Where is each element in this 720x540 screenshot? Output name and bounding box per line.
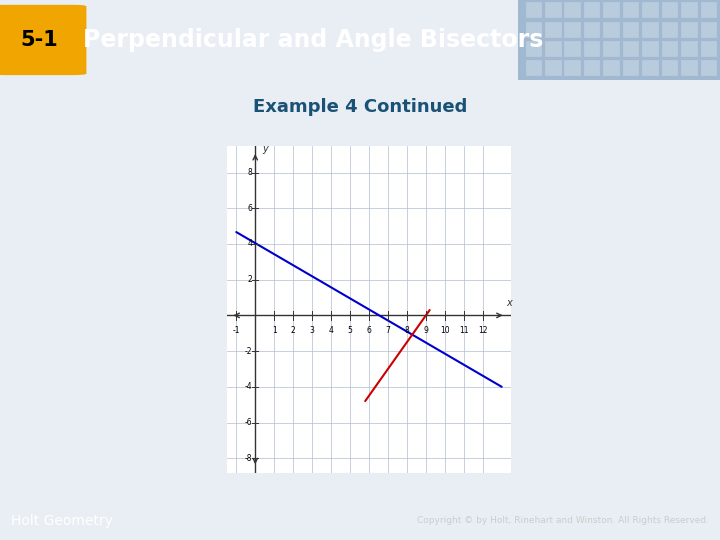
FancyBboxPatch shape [545, 40, 562, 57]
FancyBboxPatch shape [642, 22, 659, 38]
Text: 6: 6 [248, 204, 253, 213]
FancyBboxPatch shape [584, 40, 600, 57]
Text: 7: 7 [385, 326, 390, 335]
FancyBboxPatch shape [662, 22, 678, 38]
Text: -4: -4 [245, 382, 253, 392]
Text: x: x [506, 298, 512, 308]
FancyBboxPatch shape [623, 2, 639, 18]
FancyBboxPatch shape [584, 60, 600, 76]
FancyBboxPatch shape [584, 22, 600, 38]
Text: 8: 8 [248, 168, 253, 177]
FancyBboxPatch shape [681, 40, 698, 57]
Text: Example 4 Continued: Example 4 Continued [253, 98, 467, 116]
FancyBboxPatch shape [0, 5, 86, 75]
FancyBboxPatch shape [518, 0, 720, 80]
FancyBboxPatch shape [545, 60, 562, 76]
Text: y: y [262, 144, 268, 154]
FancyBboxPatch shape [603, 2, 620, 18]
FancyBboxPatch shape [642, 40, 659, 57]
FancyBboxPatch shape [701, 60, 717, 76]
Text: 12: 12 [478, 326, 487, 335]
Text: 4: 4 [328, 326, 333, 335]
Text: -2: -2 [245, 347, 253, 356]
Text: -1: -1 [233, 326, 240, 335]
FancyBboxPatch shape [603, 22, 620, 38]
FancyBboxPatch shape [564, 40, 581, 57]
FancyBboxPatch shape [526, 2, 542, 18]
Text: 8: 8 [405, 326, 409, 335]
Text: 5-1: 5-1 [20, 30, 58, 50]
FancyBboxPatch shape [642, 2, 659, 18]
FancyBboxPatch shape [623, 22, 639, 38]
FancyBboxPatch shape [662, 40, 678, 57]
Text: 1: 1 [272, 326, 276, 335]
Text: 6: 6 [366, 326, 372, 335]
Text: Holt Geometry: Holt Geometry [11, 514, 112, 528]
FancyBboxPatch shape [603, 60, 620, 76]
FancyBboxPatch shape [642, 60, 659, 76]
FancyBboxPatch shape [564, 60, 581, 76]
FancyBboxPatch shape [564, 22, 581, 38]
Text: -6: -6 [245, 418, 253, 427]
FancyBboxPatch shape [623, 40, 639, 57]
FancyBboxPatch shape [681, 22, 698, 38]
FancyBboxPatch shape [526, 22, 542, 38]
Text: Copyright © by Holt, Rinehart and Winston. All Rights Reserved.: Copyright © by Holt, Rinehart and Winsto… [417, 516, 709, 525]
FancyBboxPatch shape [701, 2, 717, 18]
FancyBboxPatch shape [681, 60, 698, 76]
FancyBboxPatch shape [526, 60, 542, 76]
FancyBboxPatch shape [545, 22, 562, 38]
Text: 9: 9 [423, 326, 428, 335]
FancyBboxPatch shape [526, 40, 542, 57]
FancyBboxPatch shape [662, 60, 678, 76]
FancyBboxPatch shape [681, 2, 698, 18]
Text: Perpendicular and Angle Bisectors: Perpendicular and Angle Bisectors [83, 28, 543, 52]
FancyBboxPatch shape [545, 2, 562, 18]
FancyBboxPatch shape [603, 40, 620, 57]
Text: 4: 4 [248, 239, 253, 248]
FancyBboxPatch shape [564, 2, 581, 18]
FancyBboxPatch shape [662, 2, 678, 18]
Text: 5: 5 [348, 326, 353, 335]
Text: 3: 3 [310, 326, 315, 335]
FancyBboxPatch shape [701, 22, 717, 38]
FancyBboxPatch shape [623, 60, 639, 76]
FancyBboxPatch shape [701, 40, 717, 57]
Text: 2: 2 [291, 326, 295, 335]
Text: 2: 2 [248, 275, 253, 284]
Text: -8: -8 [245, 454, 253, 463]
Text: 11: 11 [459, 326, 469, 335]
FancyBboxPatch shape [584, 2, 600, 18]
Text: 10: 10 [440, 326, 450, 335]
